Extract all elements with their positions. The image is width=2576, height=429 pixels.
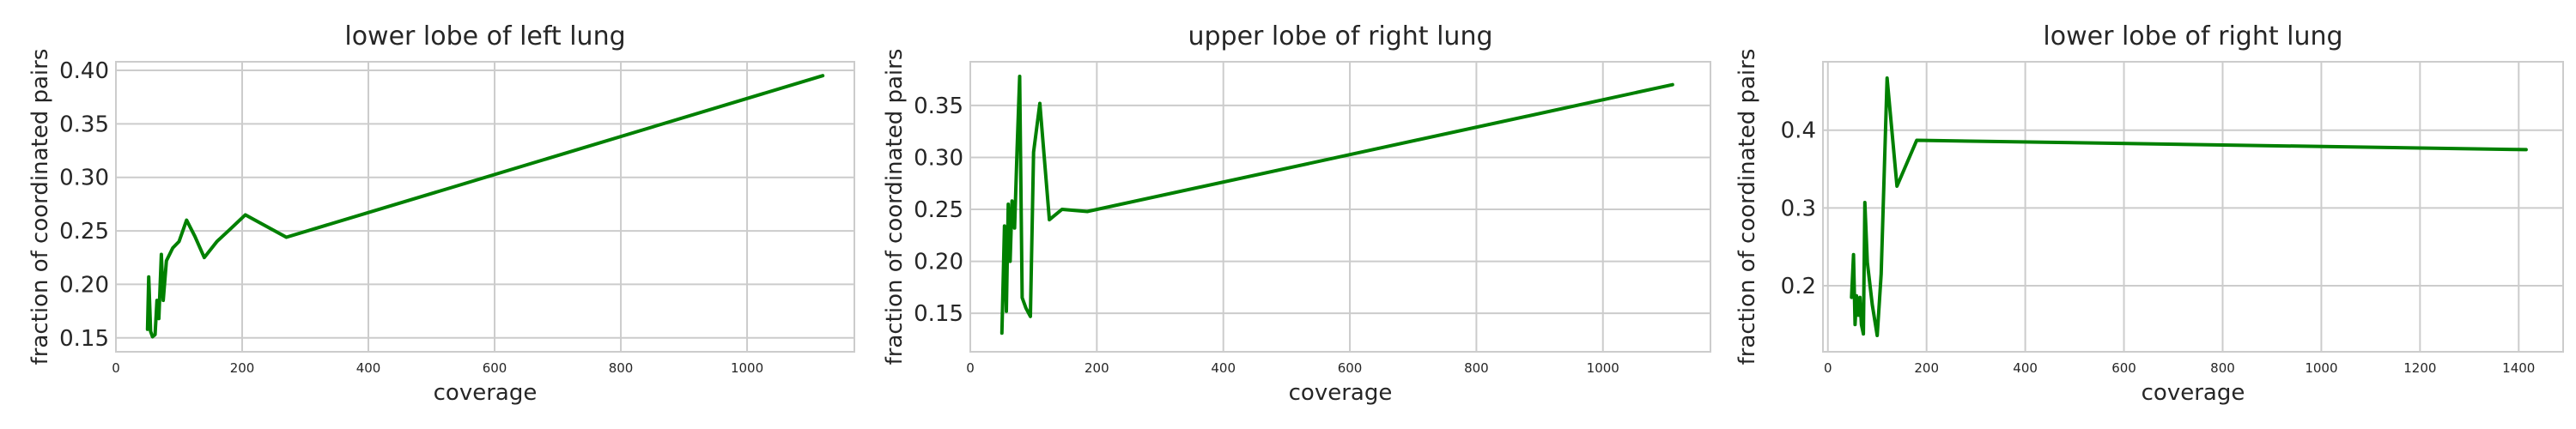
series-line	[145, 74, 825, 339]
y-axis-label: fraction of coordinated pairs	[27, 49, 53, 366]
x-tick-label: 0	[966, 360, 975, 376]
y-tick-label: 0.40	[59, 58, 109, 84]
series-line	[1850, 76, 2528, 337]
x-tick-label: 400	[1211, 360, 1236, 376]
y-tick-label: 0.25	[59, 219, 109, 245]
y-axis-label: fraction of coordinated pairs	[1735, 49, 1760, 366]
x-tick-label: 200	[1914, 360, 1939, 376]
x-tick-label: 1000	[2305, 360, 2337, 376]
x-tick-label: 200	[230, 360, 255, 376]
x-tick-label: 600	[2111, 360, 2136, 376]
x-tick-label: 800	[2210, 360, 2235, 376]
y-tick-label: 0.35	[59, 112, 109, 137]
x-tick-label: 1400	[2502, 360, 2535, 376]
plot-frame	[1822, 61, 2564, 353]
chart-title: lower lobe of right lung	[2043, 21, 2342, 51]
x-axis-label: coverage	[2142, 380, 2245, 406]
x-tick-label: 800	[609, 360, 634, 376]
y-tick-label: 0.20	[914, 250, 963, 275]
y-axis-label: fraction of coordinated pairs	[882, 49, 908, 366]
x-tick-label: 1200	[2403, 360, 2436, 376]
x-tick-label: 600	[1338, 360, 1363, 376]
chart-title: upper lobe of right lung	[1188, 21, 1492, 51]
x-tick-label: 1000	[731, 360, 763, 376]
x-tick-label: 0	[112, 360, 120, 376]
y-tick-label: 0.30	[914, 145, 963, 171]
x-tick-label: 0	[1824, 360, 1832, 376]
y-tick-label: 0.35	[914, 94, 963, 119]
x-axis-label: coverage	[434, 380, 538, 406]
x-tick-label: 800	[1464, 360, 1489, 376]
y-tick-label: 0.20	[59, 272, 109, 298]
y-tick-label: 0.25	[914, 197, 963, 223]
y-tick-label: 0.15	[914, 301, 963, 327]
x-tick-label: 600	[483, 360, 507, 376]
x-tick-label: 200	[1084, 360, 1109, 376]
plot-frame	[969, 61, 1711, 353]
x-tick-label: 400	[356, 360, 381, 376]
series-line	[999, 75, 1674, 335]
chart-title: lower lobe of left lung	[344, 21, 625, 51]
y-tick-label: 0.3	[1781, 196, 1816, 221]
y-tick-label: 0.2	[1781, 274, 1816, 299]
y-tick-label: 0.15	[59, 326, 109, 352]
x-axis-label: coverage	[1289, 380, 1393, 406]
x-tick-label: 400	[2013, 360, 2038, 376]
plot-frame	[115, 61, 855, 353]
x-tick-label: 1000	[1587, 360, 1619, 376]
y-tick-label: 0.4	[1781, 118, 1816, 144]
y-tick-label: 0.30	[59, 166, 109, 191]
